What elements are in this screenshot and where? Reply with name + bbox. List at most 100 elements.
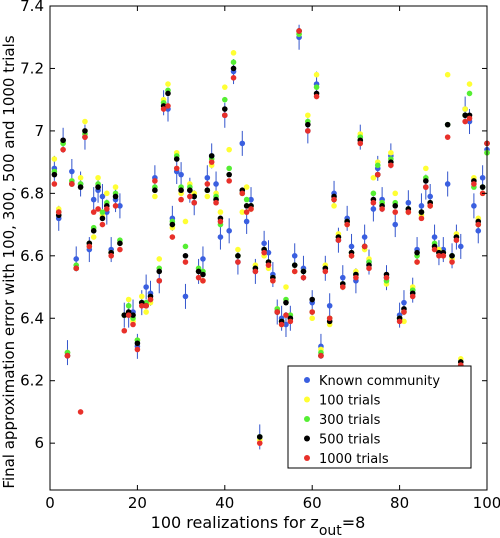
data-point <box>117 203 123 209</box>
x-tick-label: 60 <box>303 494 322 512</box>
data-point <box>104 190 110 197</box>
y-tick-label: 6.4 <box>20 309 44 327</box>
legend-marker <box>304 377 310 383</box>
data-point <box>256 434 263 440</box>
data-point <box>405 199 412 206</box>
data-point <box>147 296 154 303</box>
data-point <box>204 187 211 194</box>
data-point <box>182 253 189 259</box>
legend-label: 1000 trials <box>319 452 389 467</box>
y-tick-label: 7.2 <box>20 59 44 77</box>
data-point <box>235 246 241 253</box>
plot-frame <box>49 5 488 491</box>
y-axis-label: Final approximation error with 100, 300,… <box>0 35 18 488</box>
data-point <box>326 315 333 322</box>
data-point <box>134 340 141 347</box>
data-point <box>217 209 224 215</box>
data-point <box>243 184 250 190</box>
data-point <box>300 268 307 275</box>
data-point <box>401 318 407 325</box>
data-point <box>361 243 368 250</box>
data-point <box>396 318 403 325</box>
data-point <box>357 140 364 147</box>
data-point <box>95 184 101 190</box>
data-point <box>274 309 281 315</box>
data-point <box>99 221 106 228</box>
data-point <box>121 312 128 318</box>
data-point <box>261 240 267 247</box>
data-point <box>366 265 372 272</box>
x-axis-label-main: 100 realizations for z <box>151 513 319 532</box>
data-point <box>82 118 88 125</box>
data-point <box>248 206 254 212</box>
legend-marker <box>304 396 310 403</box>
data-point <box>313 84 320 90</box>
data-point <box>178 171 184 178</box>
data-point <box>134 346 141 353</box>
data-point <box>191 193 198 200</box>
data-point <box>431 246 438 253</box>
data-point <box>226 146 232 153</box>
data-point <box>348 243 355 250</box>
data-point <box>283 299 289 306</box>
data-point <box>318 352 324 359</box>
x-tick-label: 80 <box>390 494 409 512</box>
data-point <box>125 312 132 318</box>
data-point <box>374 171 381 178</box>
data-point <box>243 209 250 215</box>
data-point <box>348 253 355 259</box>
data-point <box>208 159 215 165</box>
data-point <box>73 256 80 262</box>
data-point <box>466 81 473 87</box>
data-point <box>60 137 66 144</box>
data-point <box>169 234 176 240</box>
data-point <box>99 215 106 222</box>
x-tick-labels: 0 20 40 60 80 100 <box>45 494 500 512</box>
data-point <box>90 209 97 215</box>
data-point <box>270 277 276 284</box>
data-point <box>182 218 189 225</box>
data-point <box>165 90 171 97</box>
data-point <box>370 199 377 206</box>
data-point <box>99 209 106 215</box>
data-point <box>370 190 377 197</box>
data-point <box>313 93 320 100</box>
data-point <box>217 218 224 225</box>
data-point <box>230 65 237 72</box>
data-point <box>353 274 359 281</box>
data-point <box>112 184 119 190</box>
data-point <box>178 196 184 203</box>
data-point <box>213 199 219 206</box>
data-point <box>182 293 189 300</box>
data-points <box>51 28 490 446</box>
data-point <box>235 259 241 265</box>
data-point <box>143 309 149 315</box>
data-point <box>239 190 246 197</box>
axis-ticks <box>49 5 488 490</box>
data-point <box>217 234 224 240</box>
data-point <box>213 181 219 187</box>
data-point <box>69 168 75 175</box>
data-point <box>392 203 399 209</box>
legend-label: 300 trials <box>319 413 381 428</box>
data-point <box>287 318 294 325</box>
data-point <box>331 196 337 203</box>
data-point <box>479 184 486 190</box>
data-point <box>156 256 163 262</box>
data-point <box>248 196 254 203</box>
data-point <box>200 277 206 284</box>
data-point <box>479 174 486 181</box>
y-tick-label: 6.8 <box>20 184 44 202</box>
data-point <box>226 228 232 234</box>
data-point <box>309 315 316 322</box>
data-point <box>160 106 167 112</box>
data-point <box>130 321 136 328</box>
series-points <box>51 28 490 446</box>
data-point <box>222 112 228 119</box>
data-point <box>475 228 482 234</box>
legend-marker <box>304 416 310 422</box>
data-point <box>73 265 80 272</box>
data-point <box>427 203 433 209</box>
y-tick-label: 7 <box>34 122 44 140</box>
data-point <box>265 249 272 256</box>
